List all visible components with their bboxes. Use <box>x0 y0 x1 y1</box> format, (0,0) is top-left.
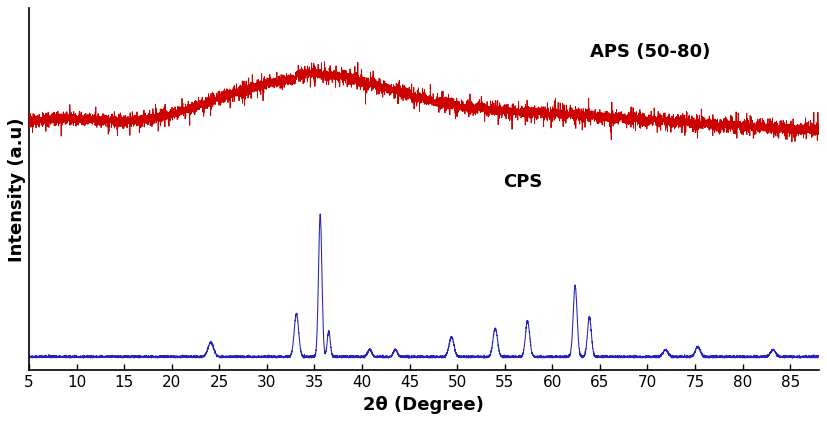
Y-axis label: Intensity (a.u): Intensity (a.u) <box>8 117 26 262</box>
X-axis label: 2θ (Degree): 2θ (Degree) <box>363 396 485 414</box>
Text: CPS: CPS <box>503 173 543 191</box>
Text: APS (50-80): APS (50-80) <box>590 43 710 61</box>
